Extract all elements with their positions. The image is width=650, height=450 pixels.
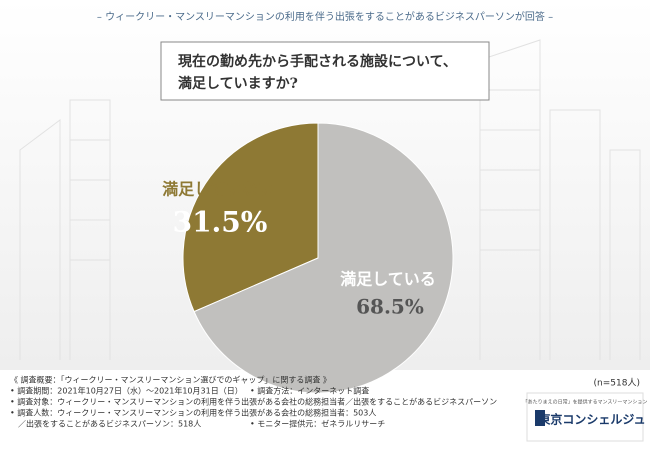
logo-box	[526, 392, 644, 442]
logo-icon	[535, 410, 545, 426]
logo-tagline: 「あたりまえの日常」を提供するマンスリーマンション	[523, 399, 648, 406]
footer-line: • 調査期間：2021年10月27日（水）～2021年10月31日（日）	[10, 386, 243, 396]
pie-slice	[182, 122, 319, 313]
logo-name: 東京コンシェルジュ	[538, 412, 645, 427]
banner: – ウィークリー・マンスリーマンションの利用を伴う出張をすることがあるビジネスパ…	[97, 10, 553, 23]
category-label: 満足していない	[162, 180, 274, 199]
value-label: 31.5%	[173, 206, 268, 239]
question-line: 満足していますか?	[178, 75, 298, 92]
question-line: 現在の勤め先から手配される施設について、	[178, 53, 457, 70]
footer-line: • 調査人数：ウィークリー・マンスリーマンションの利用を伴う出張がある会社の総務…	[10, 408, 376, 418]
question-box	[160, 41, 490, 101]
footer-line: • 調査方法：インターネット調査	[250, 386, 369, 396]
building-sketch	[19, 39, 641, 360]
pie-slice	[193, 122, 454, 394]
pie: 満足していない 31.5% 満足している 68.5%	[162, 122, 454, 394]
footer-line: • 調査対象：ウィークリー・マンスリーマンションの利用を伴う出張がある会社の総務…	[10, 397, 497, 407]
sample-note: (n=518人)	[594, 378, 640, 389]
category-label: 満足している	[340, 270, 436, 289]
footer-line: ／出張をすることがあるビジネスパーソン：518人	[18, 419, 201, 429]
footer-line: 《 調査概要：「ウィークリー・マンスリーマンション選びでのギャップ」に関する調査…	[10, 375, 331, 385]
value-label: 68.5%	[356, 295, 424, 319]
footer-line: • モニター提供元：ゼネラルリサーチ	[250, 419, 385, 429]
footer: 《 調査概要：「ウィークリー・マンスリーマンション選びでのギャップ」に関する調査…	[10, 375, 497, 429]
